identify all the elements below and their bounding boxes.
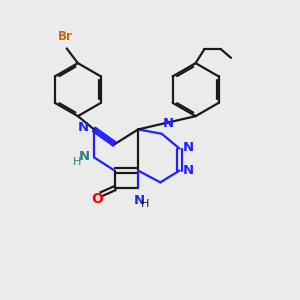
Text: N: N	[183, 141, 194, 154]
Text: N: N	[134, 194, 145, 207]
Text: N: N	[183, 164, 194, 177]
Text: H: H	[73, 157, 82, 167]
Text: N: N	[163, 117, 174, 130]
Text: H: H	[140, 199, 149, 208]
Text: N: N	[79, 150, 90, 163]
Text: Br: Br	[58, 30, 73, 44]
Text: O: O	[92, 192, 103, 206]
Text: N: N	[78, 122, 89, 134]
